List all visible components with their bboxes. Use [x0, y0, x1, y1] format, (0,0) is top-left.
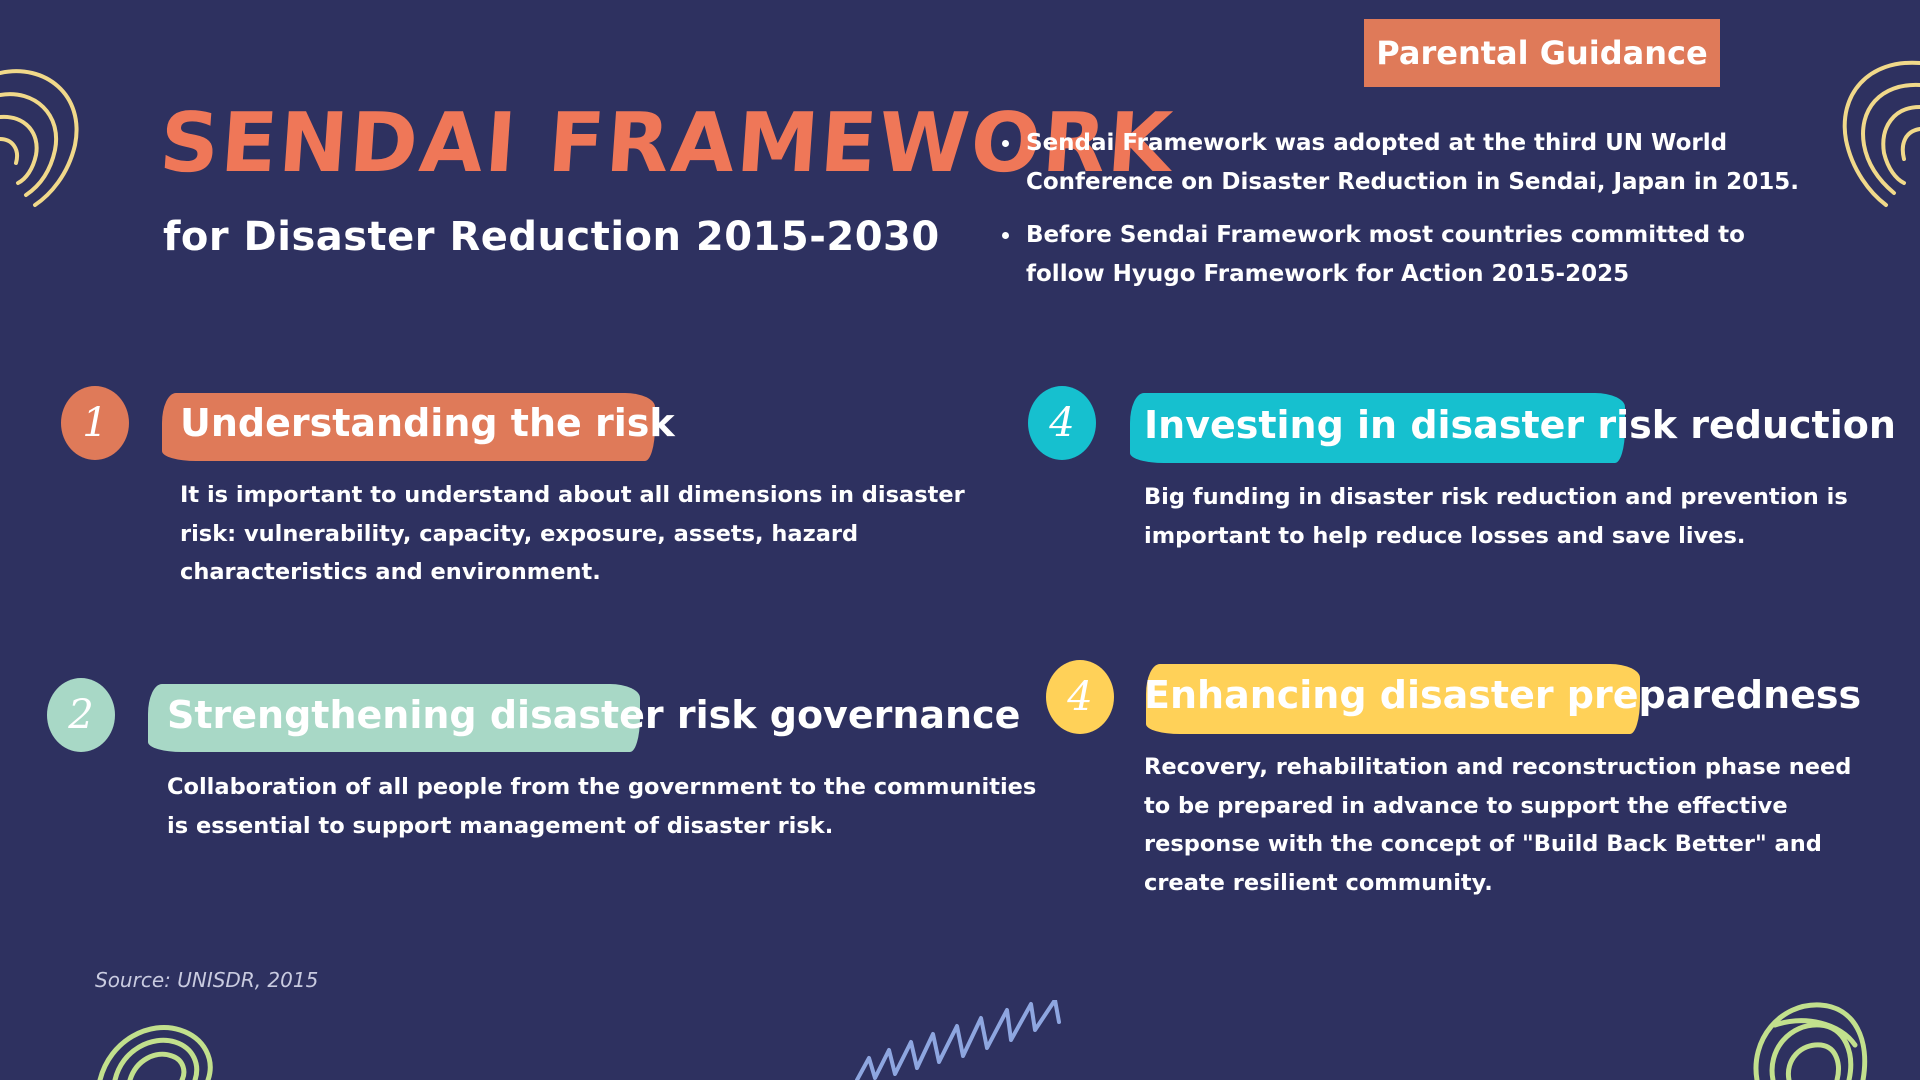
priority-1-number-circle: 1: [61, 386, 129, 460]
priority-2-title: Strengthening disaster risk governance: [167, 693, 1021, 737]
source-citation: Source: UNISDR, 2015: [95, 968, 319, 992]
intro-bullet-list: Sendai Framework was adopted at the thir…: [998, 124, 1818, 308]
priority-3-number-circle: 4: [1028, 386, 1096, 460]
priority-2-number-circle: 2: [47, 678, 115, 752]
bottom-right-scribble-doodle: [1753, 1002, 1868, 1080]
priority-3-text: Big funding in disaster risk reduction a…: [1144, 484, 1848, 549]
priority-4-title: Enhancing disaster preparedness: [1144, 673, 1862, 717]
priority-1-title: Understanding the risk: [180, 401, 675, 445]
page-subtitle: for Disaster Reduction 2015-2030: [163, 214, 940, 260]
priority-4-brush-highlight: [1146, 664, 1640, 734]
priority-3-brush-highlight: [1130, 393, 1625, 463]
parental-guidance-badge: Parental Guidance: [1364, 19, 1720, 87]
priority-2-brush-highlight: [148, 684, 640, 752]
intro-bullet: Sendai Framework was adopted at the thir…: [998, 124, 1818, 202]
priority-4-text: Recovery, rehabilitation and reconstruct…: [1144, 754, 1852, 896]
priority-4-number-circle: 4: [1046, 660, 1114, 734]
top-left-arc-doodle: [0, 69, 79, 207]
priority-1-brush-highlight: [162, 393, 655, 461]
priority-2-text: Collaboration of all people from the gov…: [167, 774, 1037, 839]
top-right-arc-doodle: [1842, 60, 1920, 207]
intro-bullet: Before Sendai Framework most countries c…: [998, 216, 1818, 294]
bottom-center-zigzag-doodle: [855, 1000, 1061, 1080]
priority-1-text: It is important to understand about all …: [180, 482, 965, 585]
bottom-left-scribble-doodle: [97, 1024, 213, 1080]
priority-3-title: Investing in disaster risk reduction: [1144, 403, 1896, 447]
